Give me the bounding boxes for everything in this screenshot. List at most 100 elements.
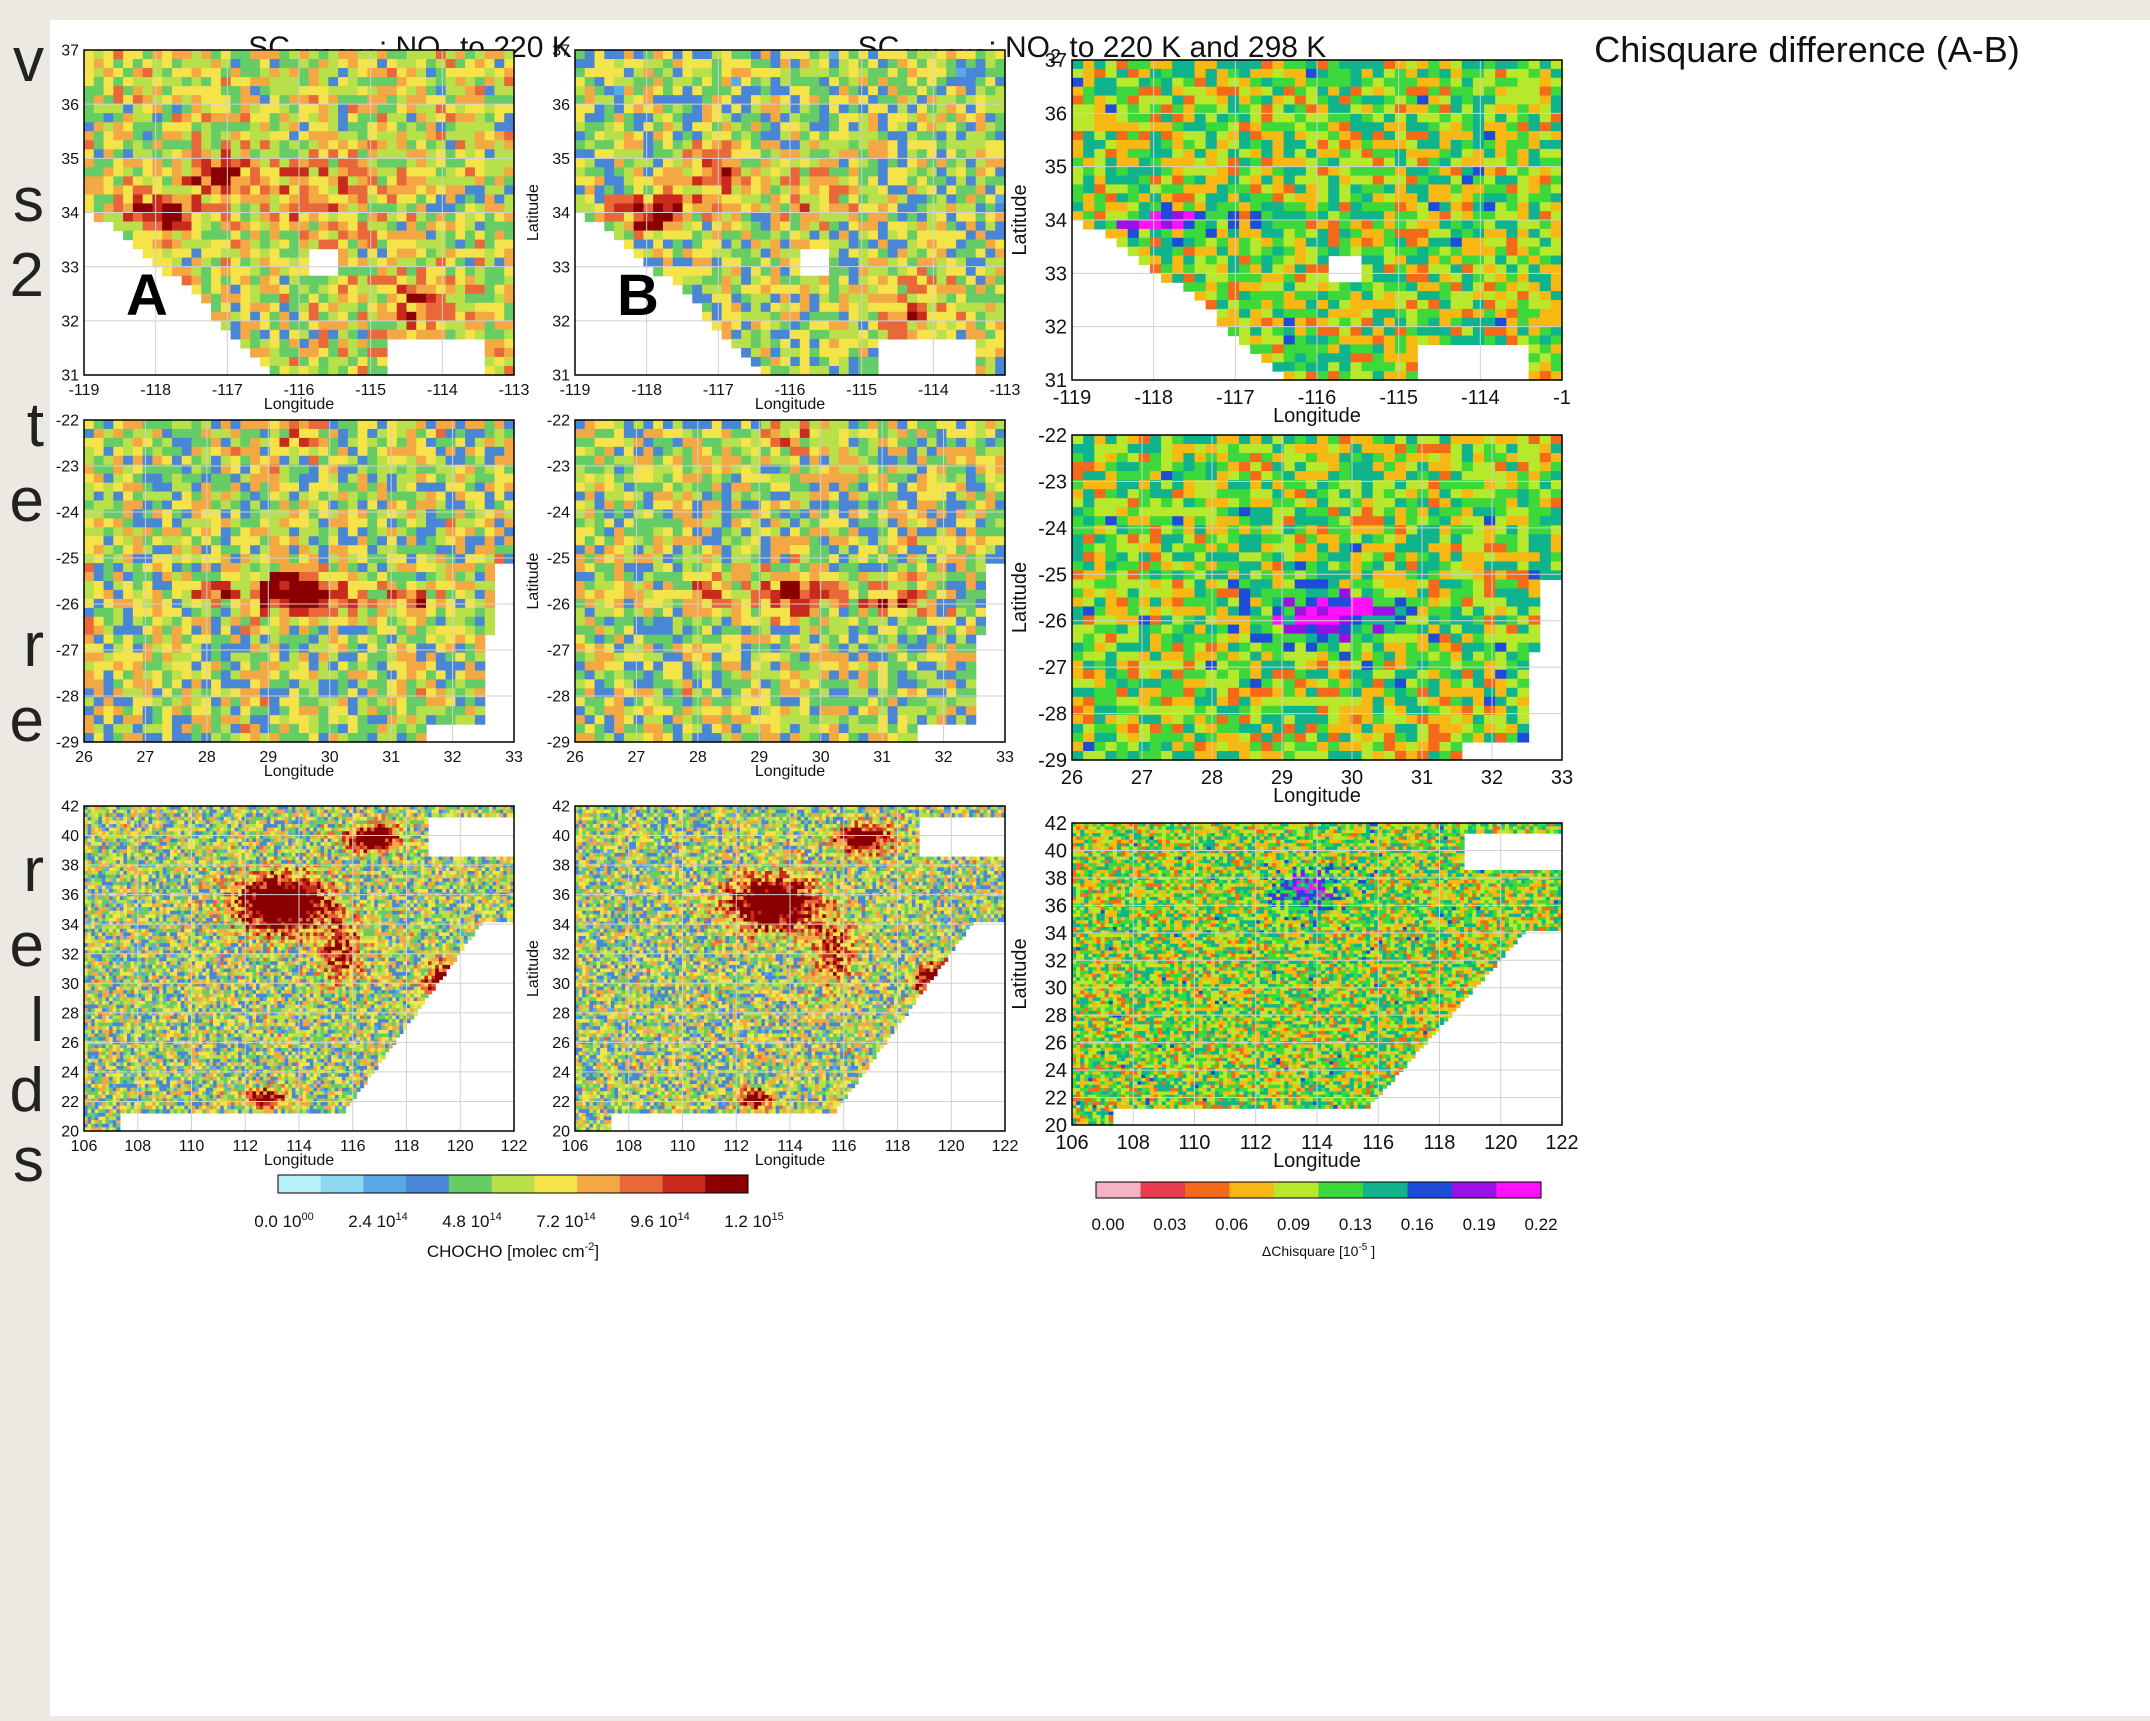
y-tick-label: -24 [56,505,79,522]
y-tick-label: -27 [547,643,570,660]
map-panel-b-row1: -119-118-117-116-115-114-113313233343536… [525,43,1020,413]
y-tick-label: -27 [56,643,79,660]
x-tick-label: -118 [1134,387,1173,409]
y-tick-label: 34 [552,917,570,934]
x-tick-label: 33 [996,749,1014,766]
x-tick-label: -118 [631,382,662,399]
x-tick-label: 120 [447,1138,474,1155]
y-tick-label: 36 [61,887,79,904]
y-tick-label: -25 [547,551,570,568]
y-tick-label: -29 [1038,750,1067,772]
y-tick-label: 22 [61,1094,79,1111]
y-tick-label: -28 [56,689,79,706]
y-tick-label: -22 [56,413,79,430]
y-tick-label: 36 [1045,103,1067,125]
y-tick-label: 24 [1045,1060,1067,1082]
colorbar-chocho-label: 4.8 1014 [442,1211,502,1231]
y-tick-label: 22 [552,1094,570,1111]
x-tick-label: 32 [1481,767,1503,789]
x-tick-label: 112 [232,1138,258,1155]
x-axis-label: Longitude [755,1152,825,1169]
colorbar-chocho-swatch [577,1175,620,1193]
x-axis-label: Longitude [1273,1150,1361,1172]
x-tick-label: -1 [1553,387,1571,409]
y-tick-label: 38 [1045,868,1067,890]
y-tick-label: 30 [1045,978,1067,1000]
x-tick-label: 116 [831,1138,857,1155]
colorbar-chocho-swatch [406,1175,449,1193]
map-panel-c-row1: -119-118-117-116-115-114-131323334353637… [1009,50,1571,427]
x-tick-label: 31 [873,749,891,766]
colorbar-chocho-label: 9.6 1014 [630,1211,690,1231]
x-tick-label: -114 [427,382,458,399]
y-tick-label: 42 [1045,813,1067,835]
y-tick-label: 32 [61,313,79,330]
x-tick-label: 33 [505,749,523,766]
colorbar-chisq-swatch [1096,1182,1141,1198]
x-tick-label: 118 [394,1138,420,1155]
y-tick-label: 28 [1045,1005,1067,1027]
x-tick-label: -118 [140,382,171,399]
x-tick-label: 112 [723,1138,749,1155]
y-tick-label: 26 [552,1035,570,1052]
colorbar-chisq-unit: ΔChisquare [10-5 ] [1262,1242,1375,1259]
y-tick-label: 20 [1045,1115,1067,1137]
title-col-c: Chisquare difference (A-B) [1594,29,2020,70]
colorbar-chocho-swatch [278,1175,321,1193]
y-tick-label: -23 [547,459,570,476]
x-tick-label: -117 [1216,387,1255,409]
y-tick-label: 42 [61,799,79,816]
x-axis-label: Longitude [264,1152,334,1169]
colorbar-chocho-swatch [705,1175,748,1193]
strip-letter: t [27,395,44,457]
y-tick-label: -23 [56,459,79,476]
y-tick-label: 36 [1045,895,1067,917]
y-tick-label: -24 [1038,518,1067,540]
x-tick-label: 31 [1411,767,1433,789]
colorbar-chisq-label: 0.06 [1215,1215,1248,1234]
x-axis-label: Longitude [264,763,334,780]
y-tick-label: 34 [552,205,570,222]
y-tick-label: 38 [61,858,79,875]
x-tick-label: 116 [1362,1132,1394,1154]
colorbar-chocho-label: 0.0 1000 [254,1211,314,1231]
x-tick-label: -113 [499,382,530,399]
x-tick-label: -114 [918,382,949,399]
colorbar-chocho-label: 7.2 1014 [536,1211,596,1231]
colorbar-chocho-swatch [492,1175,535,1193]
x-tick-label: -117 [703,382,734,399]
x-tick-label: 112 [1240,1132,1272,1154]
strip-letter: s [13,1130,44,1192]
x-tick-label: 33 [1551,767,1573,789]
x-tick-label: 27 [137,749,155,766]
y-tick-label: 37 [61,43,79,60]
x-tick-label: 108 [124,1138,151,1155]
y-axis-label: Latitude [525,184,542,241]
map-panel-a-row1: -119-118-117-116-115-114-113313233343536… [50,43,530,413]
x-tick-label: -115 [846,382,877,399]
y-tick-label: 31 [61,368,79,385]
y-tick-label: 22 [1045,1088,1067,1110]
y-axis-label: Latitude [1009,938,1031,1009]
y-tick-label: 35 [552,151,570,168]
y-tick-label: 36 [552,97,570,114]
x-tick-label: -113 [990,382,1021,399]
y-tick-label: 24 [61,1065,79,1082]
y-tick-label: 34 [1045,210,1067,232]
colorbar-chisq-label: 0.13 [1339,1215,1372,1234]
y-tick-label: 34 [61,917,79,934]
y-tick-label: -29 [547,735,570,752]
strip-letter: r [23,615,44,677]
y-tick-label: 42 [552,799,570,816]
colorbar-chisq-label: 0.22 [1524,1215,1557,1234]
colorbar-chocho-label: 2.4 1014 [348,1211,408,1231]
y-tick-label: -29 [56,735,79,752]
y-tick-label: 26 [1045,1033,1067,1055]
colorbar-chisq-swatch [1408,1182,1453,1198]
x-axis-label: Longitude [1273,785,1361,807]
x-tick-label: 110 [1179,1132,1211,1154]
y-axis-label: Latitude [525,940,542,997]
